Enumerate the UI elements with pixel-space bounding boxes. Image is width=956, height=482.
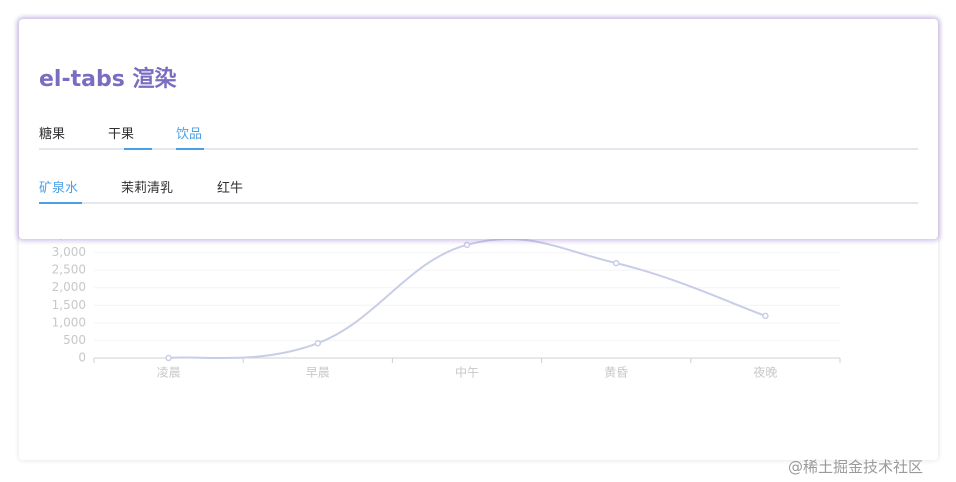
y-tick-label: 2,000 [52,280,86,294]
point [612,259,620,267]
y-tick-label: 1,500 [52,298,86,312]
tab-divider [39,148,918,150]
title: el-tabs 渲染 [39,67,177,92]
x-tick-label: 凌晨 [157,366,181,380]
subtab-divider [39,202,918,204]
point [463,241,471,249]
point [762,312,769,320]
y-tick-label: 3,000 [52,245,86,259]
point [314,339,322,347]
tab-indicator [176,148,204,150]
tab[interactable]: 糖果 [39,127,66,142]
y-tick-label: 2,500 [52,263,86,277]
tab-active[interactable]: 饮品 [176,127,203,142]
subtab[interactable]: 茉莉清乳 [121,181,174,196]
tab[interactable]: 干果 [108,127,135,142]
subtab[interactable]: 红牛 [217,181,244,196]
y-tick-label: 0 [78,351,86,365]
x-tick-label: 黄昏 [604,366,628,380]
tab-indicator [124,148,152,150]
y-tick-label: 1,000 [52,315,86,329]
watermark: @稀土掘金技术社区 [788,458,924,476]
x-tick-label: 早晨 [306,366,330,380]
x-tick-label: 中午 [455,365,479,380]
y-tick-label: 500 [63,333,86,347]
subtab-indicator [39,202,82,204]
x-tick-label: 夜晚 [753,365,777,380]
point [165,354,172,362]
tabs-card: el-tabs 渲染 糖果 干果 饮品 矿泉水 茉莉清乳 红牛 [19,19,938,239]
subtab-active[interactable]: 矿泉水 [39,181,79,196]
